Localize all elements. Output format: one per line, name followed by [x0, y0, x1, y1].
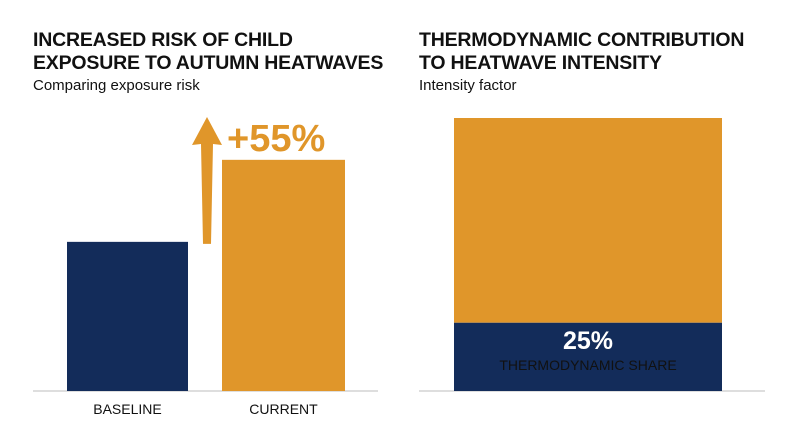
left-title-line-2: EXPOSURE TO AUTUMN HEATWAVES — [33, 52, 384, 74]
left-title-line-1: INCREASED RISK OF CHILD — [33, 29, 293, 51]
right-title-line-1: THERMODYNAMIC CONTRIBUTION — [419, 29, 745, 51]
up-arrow-icon — [192, 117, 222, 244]
left-chart-panel: INCREASED RISK OF CHILD EXPOSURE TO AUTU… — [33, 29, 393, 417]
left-chart-subtitle: Comparing exposure risk — [33, 77, 200, 94]
thermodynamic-value-label: 25% — [563, 327, 613, 355]
right-chart-title: THERMODYNAMIC CONTRIBUTION TO HEATWAVE I… — [419, 29, 779, 75]
right-chart-subtitle: Intensity factor — [419, 77, 517, 94]
stacked-segment-thermodynamic — [454, 322, 722, 391]
bar-current — [222, 159, 345, 391]
left-chart-title: INCREASED RISK OF CHILD EXPOSURE TO AUTU… — [33, 29, 393, 75]
right-chart-plot: 25% THERMODYNAMIC SHARE — [419, 118, 765, 392]
right-title-line-2: TO HEATWAVE INTENSITY — [419, 52, 662, 74]
bar-baseline — [67, 241, 188, 391]
increase-annotation: +55% — [227, 118, 325, 160]
tick-label-current: CURRENT — [249, 401, 318, 417]
tick-label-baseline: BASELINE — [93, 401, 161, 417]
right-chart-panel: THERMODYNAMIC CONTRIBUTION TO HEATWAVE I… — [400, 0, 800, 447]
left-chart-plot: BASELINE CURRENT +55% — [33, 117, 378, 417]
stacked-segment-remainder — [454, 118, 722, 323]
thermodynamic-share-label: THERMODYNAMIC SHARE — [499, 357, 676, 373]
